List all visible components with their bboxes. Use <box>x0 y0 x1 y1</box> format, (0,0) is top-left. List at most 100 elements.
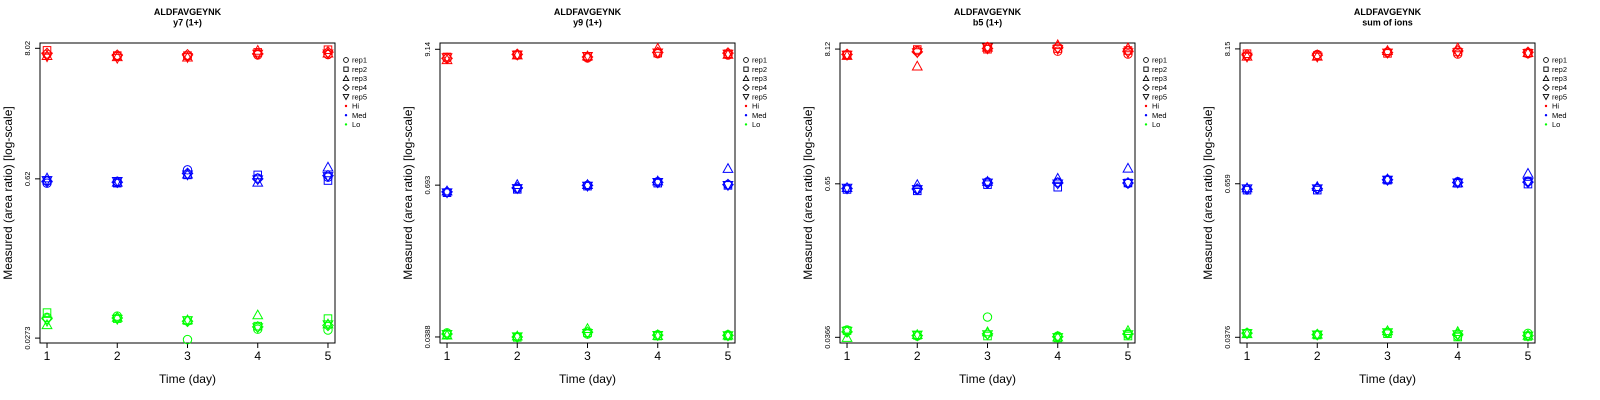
legend-marker <box>344 104 348 108</box>
data-point <box>41 52 53 63</box>
data-point <box>253 170 263 180</box>
series-lo <box>841 312 1134 344</box>
data-point <box>181 51 194 62</box>
y-tick-label: 0.0366 <box>823 326 832 349</box>
legend-label: Med <box>1152 111 1167 120</box>
legend-label: Lo <box>752 120 760 129</box>
data-point <box>1381 173 1394 184</box>
data-point <box>722 162 734 173</box>
legend-marker <box>1544 114 1548 117</box>
y-axis-label: Measured (area ratio) [log-scale] <box>1 106 15 279</box>
data-point <box>841 331 853 342</box>
x-tick-label: 3 <box>1384 349 1391 363</box>
data-point <box>511 330 523 341</box>
data-point <box>1311 184 1323 195</box>
data-point <box>1522 49 1534 60</box>
series-med <box>1241 167 1534 196</box>
data-point <box>41 49 53 60</box>
legend-marker <box>343 66 349 72</box>
chart-title: ALDFAVGEYNK <box>954 7 1022 17</box>
chart-title: ALDFAVGEYNK <box>1354 7 1422 17</box>
data-point <box>911 60 923 71</box>
data-point <box>1053 182 1063 192</box>
legend-marker <box>743 66 749 72</box>
x-tick-label: 5 <box>725 349 732 363</box>
y-tick-label: 9.14 <box>423 42 432 57</box>
data-point <box>1122 330 1134 341</box>
data-point <box>441 188 453 199</box>
legend-marker <box>342 83 350 92</box>
data-point <box>41 318 53 330</box>
chart-title: ALDFAVGEYNK <box>554 7 622 17</box>
data-point <box>981 178 994 189</box>
legend-label: rep4 <box>1552 83 1567 92</box>
data-point <box>182 165 193 175</box>
data-point <box>441 185 453 196</box>
data-point <box>1452 178 1464 189</box>
legend-marker <box>1144 114 1148 117</box>
x-tick-label: 3 <box>984 349 991 363</box>
x-tick-label: 5 <box>325 349 332 363</box>
data-point <box>722 181 734 192</box>
y-tick-label: 8.15 <box>1223 42 1232 57</box>
series-med <box>41 161 334 189</box>
data-point <box>581 50 594 61</box>
y-axis-label: Measured (area ratio) [log-scale] <box>401 106 415 279</box>
x-tick-label: 2 <box>514 349 521 363</box>
x-tick-label: 1 <box>844 349 851 363</box>
legend-label: Lo <box>1152 120 1160 129</box>
data-point <box>1241 184 1253 195</box>
data-point <box>252 323 264 334</box>
legend-label: rep4 <box>1152 83 1167 92</box>
legend-marker <box>343 57 349 63</box>
y-tick-label: 0.65 <box>823 177 832 192</box>
x-tick-label: 4 <box>1454 349 1461 363</box>
data-point <box>181 53 194 64</box>
legend-marker <box>1143 66 1149 72</box>
legend-marker <box>744 114 748 117</box>
data-point <box>1241 329 1253 340</box>
data-point <box>911 48 923 59</box>
data-point <box>1311 330 1323 341</box>
data-point <box>323 176 333 185</box>
data-point <box>581 181 594 193</box>
series-hi <box>441 42 734 65</box>
chart-subtitle: b5 (1+) <box>973 18 1002 28</box>
x-tick-label: 3 <box>584 349 591 363</box>
chart-subtitle: y7 (1+) <box>173 18 202 28</box>
x-tick-label: 2 <box>114 349 121 363</box>
data-point <box>722 331 734 342</box>
data-point <box>1052 172 1064 183</box>
data-point <box>581 178 594 189</box>
x-tick-label: 5 <box>1125 349 1132 363</box>
legend-label: rep5 <box>1552 92 1567 101</box>
x-tick-label: 3 <box>184 349 191 363</box>
data-point <box>41 172 53 183</box>
x-axis-label: Time (day) <box>159 372 216 386</box>
legend-label: rep1 <box>1552 56 1567 65</box>
data-point <box>1122 324 1134 335</box>
legend-label: rep3 <box>352 74 367 83</box>
data-point <box>911 185 923 196</box>
data-point <box>722 49 734 60</box>
data-point <box>111 311 123 322</box>
data-point <box>1452 48 1464 59</box>
plot-frame <box>1239 42 1536 344</box>
data-point <box>41 176 53 187</box>
data-point <box>1052 331 1064 342</box>
legend-label: Hi <box>352 102 359 111</box>
legend-marker <box>1543 57 1549 63</box>
legend-label: rep5 <box>752 92 767 101</box>
series-hi <box>1241 42 1534 63</box>
legend-marker <box>742 83 750 92</box>
data-point <box>181 316 194 327</box>
data-point <box>1452 330 1464 341</box>
x-axis-label: Time (day) <box>1359 372 1416 386</box>
legend-marker <box>744 104 748 108</box>
data-point <box>181 314 194 325</box>
